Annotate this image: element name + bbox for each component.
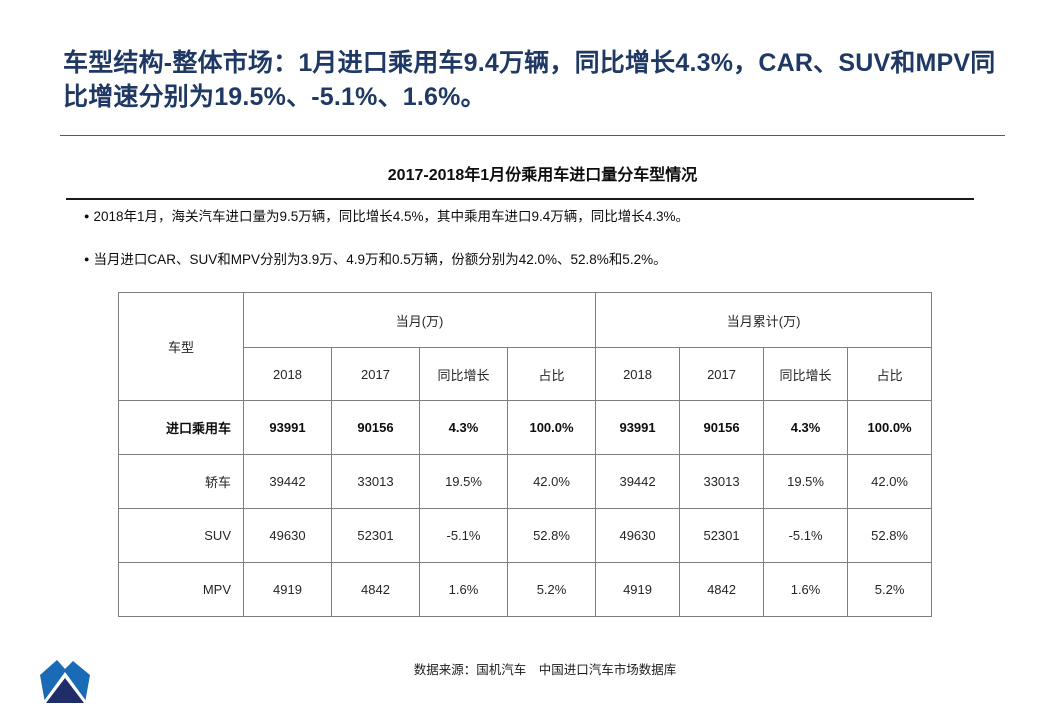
- bullet-list: ● 2018年1月，海关汽车进口量为9.5万辆，同比增长4.5%，其中乘用车进口…: [84, 208, 974, 294]
- table-cell: 1.6%: [763, 562, 849, 617]
- table-cell: 33013: [679, 454, 765, 509]
- table-body: 进口乘用车 93991 90156 4.3% 100.0% 93991 90156 4.3% 1…: [118, 400, 933, 617]
- table-cell: 33013: [331, 454, 420, 509]
- table-cell: 52301: [331, 508, 420, 563]
- bullet-icon: ●: [84, 254, 90, 264]
- table-row: MPV 4919 4842 1.6% 5.2% 4919 4842 1.6% 5.2%: [118, 562, 933, 617]
- table-cell: 42.0%: [506, 454, 597, 509]
- table-cell: 39442: [243, 454, 332, 509]
- table-cell: 5.2%: [847, 562, 933, 617]
- row-label: 进口乘用车: [118, 400, 244, 455]
- table-cell: 49630: [243, 508, 332, 563]
- mountain-logo-icon: [40, 660, 90, 705]
- table-row: 轿车 39442 33013 19.5% 42.0% 39442 33013 19.5% 42.…: [118, 454, 933, 509]
- column-header-2018: 2018: [595, 347, 681, 401]
- table-cell: 42.0%: [847, 454, 933, 509]
- table-cell: 93991: [595, 400, 681, 455]
- column-group-month-cumulative: 当月累计(万): [595, 292, 933, 348]
- table-cell: 5.2%: [506, 562, 597, 617]
- table-cell: 19.5%: [763, 454, 849, 509]
- table-cell: 90156: [331, 400, 420, 455]
- bullet-text: 当月进口CAR、SUV和MPV分别为3.9万、4.9万和0.5万辆，份额分别为4…: [93, 252, 667, 267]
- list-item: ● 2018年1月，海关汽车进口量为9.5万辆，同比增长4.5%，其中乘用车进口…: [84, 208, 974, 225]
- company-logo: [33, 656, 97, 706]
- table-cell: -5.1%: [419, 508, 508, 563]
- bullet-text: 2018年1月，海关汽车进口量为9.5万辆，同比增长4.5%，其中乘用车进口9.…: [93, 209, 690, 224]
- row-label: MPV: [118, 562, 244, 617]
- table-head: 车型 当月(万) 当月累计(万) 2018 2017 同比增长 占比 2018 …: [118, 292, 933, 401]
- data-source-note: 数据来源：国机汽车 中国进口汽车市场数据库: [413, 663, 677, 677]
- table-cell: 1.6%: [419, 562, 508, 617]
- column-header-2017: 2017: [679, 347, 765, 401]
- column-header-share: 占比: [506, 347, 597, 401]
- subtitle-divider: [66, 198, 974, 200]
- column-group-current-month: 当月(万): [242, 292, 597, 348]
- column-header-2018: 2018: [243, 347, 332, 401]
- table-cell: 4919: [595, 562, 681, 617]
- column-header-yoy-growth: 同比增长: [763, 347, 849, 401]
- table-cell: 52301: [679, 508, 765, 563]
- table-cell: 52.8%: [506, 508, 597, 563]
- table-cell: 19.5%: [419, 454, 508, 509]
- table-title: 2017-2018年1月份乘用车进口量分车型情况: [387, 167, 698, 184]
- table-cell: 52.8%: [847, 508, 933, 563]
- bullet-icon: ●: [84, 211, 90, 221]
- title-divider: [60, 135, 1005, 136]
- table-subheader-row: 2018 2017 同比增长 占比 2018 2017 同比增长 占比: [119, 347, 933, 401]
- column-header-yoy-growth: 同比增长: [419, 347, 508, 401]
- table-cell: -5.1%: [763, 508, 849, 563]
- table-cell: 90156: [679, 400, 765, 455]
- column-header-2017: 2017: [331, 347, 420, 401]
- row-label: SUV: [118, 508, 244, 563]
- table-cell: 49630: [595, 508, 681, 563]
- table-cell: 4919: [243, 562, 332, 617]
- page-title: 车型结构-整体市场：1月进口乘用车9.4万辆，同比增长4.3%，CAR、SUV和…: [63, 49, 996, 111]
- table-cell: 4.3%: [419, 400, 508, 455]
- column-header-vehicle-type: 车型: [118, 292, 244, 401]
- table-cell: 39442: [595, 454, 681, 509]
- import-volume-table: 车型 当月(万) 当月累计(万) 2018 2017 同比增长 占比 2018 …: [118, 292, 933, 617]
- table-header-row: 车型 当月(万) 当月累计(万): [118, 292, 933, 401]
- column-header-share: 占比: [847, 347, 933, 401]
- table-cell: 4842: [331, 562, 420, 617]
- table-cell: 4.3%: [763, 400, 849, 455]
- table-cell: 93991: [243, 400, 332, 455]
- table-cell: 4842: [679, 562, 765, 617]
- list-item: ● 当月进口CAR、SUV和MPV分别为3.9万、4.9万和0.5万辆，份额分别…: [84, 251, 974, 268]
- row-label: 轿车: [118, 454, 244, 509]
- table-cell: 100.0%: [506, 400, 597, 455]
- table-row: SUV 49630 52301 -5.1% 52.8% 49630 52301 -5.1% 52…: [118, 508, 933, 563]
- table-cell: 100.0%: [847, 400, 933, 455]
- table-row: 进口乘用车 93991 90156 4.3% 100.0% 93991 90156 4.3% 1…: [118, 400, 933, 455]
